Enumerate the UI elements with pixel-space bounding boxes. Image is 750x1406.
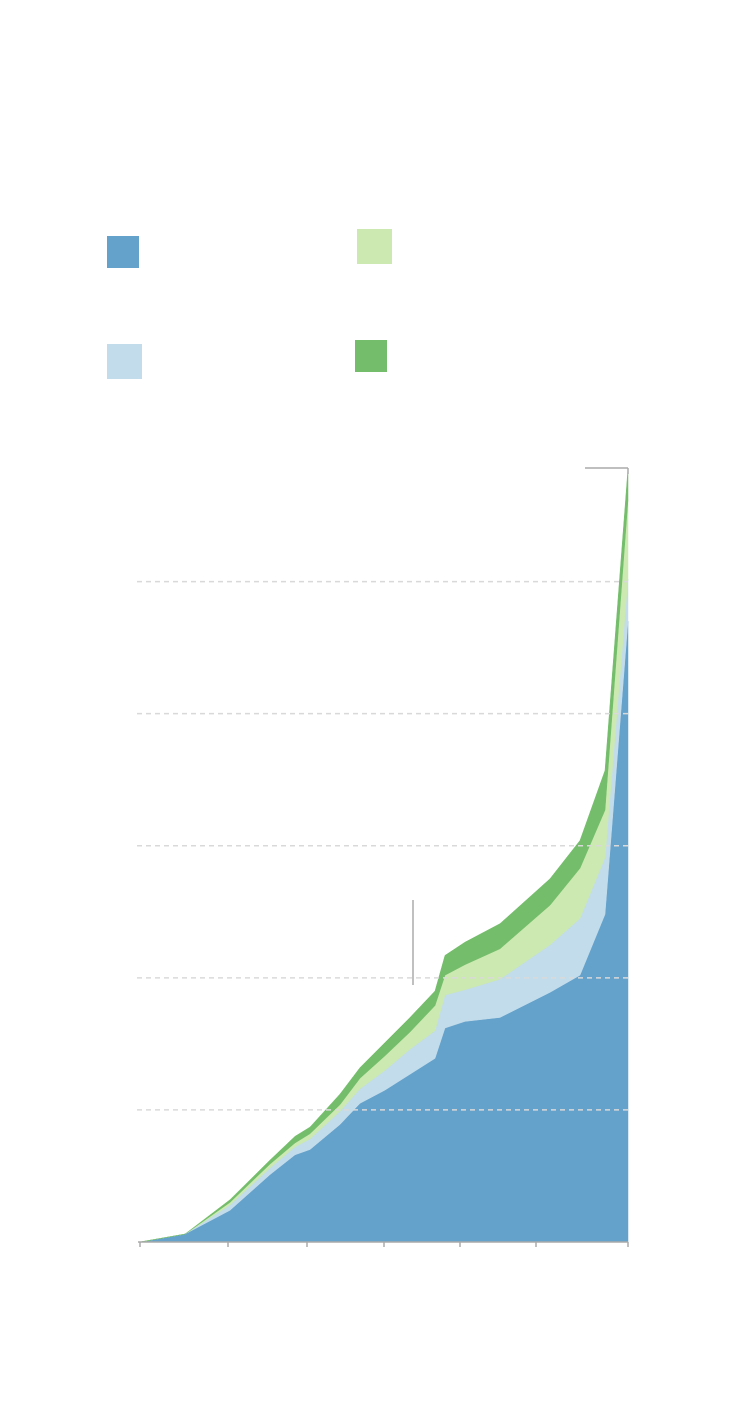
legend-swatch xyxy=(355,340,387,372)
legend-swatch xyxy=(107,236,139,268)
legend-swatch xyxy=(357,229,392,264)
legend-swatch xyxy=(107,344,142,379)
